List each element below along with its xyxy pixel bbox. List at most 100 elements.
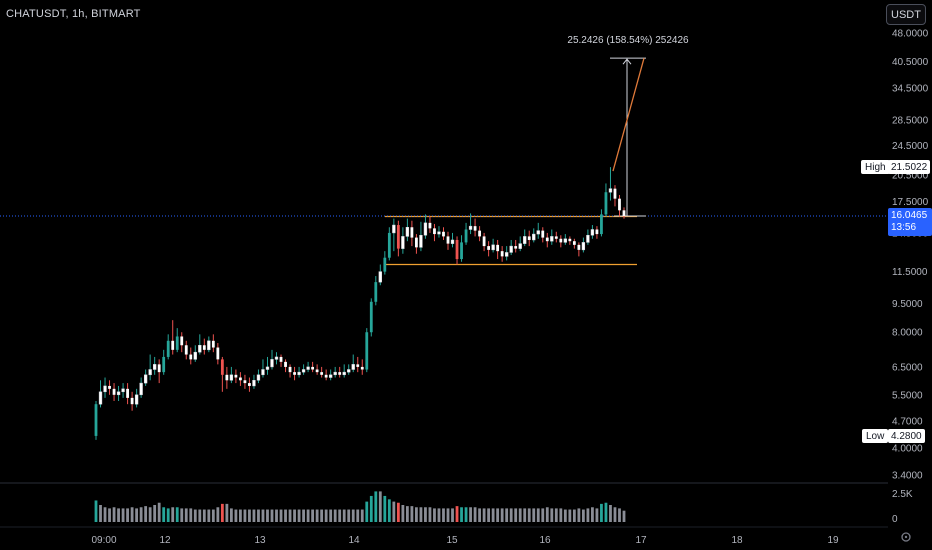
volume-bar bbox=[229, 508, 233, 522]
price-tick-label: 17.5000 bbox=[892, 197, 929, 208]
candle-body bbox=[509, 245, 513, 253]
volume-bar bbox=[527, 508, 531, 522]
candle-body bbox=[369, 301, 373, 333]
volume-bar bbox=[613, 507, 617, 522]
high-label: High bbox=[861, 160, 890, 174]
candle-body bbox=[216, 347, 220, 360]
volume-bar bbox=[248, 509, 251, 522]
volume-bar bbox=[234, 509, 238, 522]
price-tick-label: 20.5000 bbox=[892, 171, 929, 182]
candle-body bbox=[225, 374, 229, 381]
candle-body bbox=[374, 282, 378, 302]
high-value: 21.5022 bbox=[888, 160, 931, 174]
measure-label: 25.2426 (158.54%) 252426 bbox=[567, 35, 689, 46]
candle-body bbox=[315, 369, 319, 373]
volume-bar bbox=[153, 505, 157, 522]
volume-bar bbox=[559, 508, 563, 522]
candle-body bbox=[514, 246, 518, 249]
candle-body bbox=[433, 228, 436, 235]
price-tick-label: 11.5000 bbox=[892, 267, 928, 278]
volume-bar bbox=[175, 507, 179, 522]
symbol-title: CHATUSDT, 1h, BITMART bbox=[6, 8, 141, 20]
candle-body bbox=[478, 230, 481, 237]
volume-bar bbox=[568, 509, 572, 522]
volume-bar bbox=[410, 506, 414, 522]
candle-body bbox=[311, 366, 315, 370]
candle-body bbox=[365, 332, 369, 370]
volume-bar bbox=[383, 495, 387, 522]
volume-bar bbox=[216, 507, 220, 522]
candle-body bbox=[243, 380, 247, 384]
price-tick-label: 3.4000 bbox=[892, 471, 923, 482]
candle-body bbox=[442, 231, 445, 237]
volume-bar bbox=[306, 509, 310, 522]
measure-tool[interactable] bbox=[610, 57, 646, 216]
volume-bar bbox=[378, 491, 382, 522]
candle-body bbox=[143, 374, 148, 384]
settings-icon[interactable] bbox=[886, 526, 926, 546]
candles bbox=[94, 167, 626, 440]
candle-body bbox=[108, 385, 111, 389]
volume-bar bbox=[347, 509, 351, 522]
volume-bar bbox=[518, 508, 522, 522]
price-tick-label: 5.5000 bbox=[892, 390, 923, 401]
volume-bar bbox=[550, 508, 554, 522]
volume-bar bbox=[500, 508, 504, 522]
last-price-value: 16.0465 bbox=[891, 210, 928, 221]
price-axis[interactable]: 48.0000 40.5000 34.5000 28.5000 24.5000 20.50… bbox=[892, 29, 929, 482]
volume-bar bbox=[166, 508, 170, 522]
candle-body bbox=[211, 340, 215, 348]
volume-bar bbox=[581, 509, 585, 522]
volume-bar bbox=[351, 509, 355, 522]
candle-body bbox=[595, 229, 599, 235]
volume-bar bbox=[586, 508, 590, 522]
volume-bar bbox=[252, 509, 256, 522]
candle-body bbox=[112, 388, 116, 395]
candle-body bbox=[446, 236, 450, 244]
candle-body bbox=[342, 371, 346, 376]
candle-body bbox=[356, 364, 360, 367]
candle-body bbox=[148, 369, 152, 376]
candle-body bbox=[130, 397, 134, 405]
price-tick-label: 24.5000 bbox=[892, 141, 929, 152]
candle-body bbox=[162, 356, 166, 373]
measure-arrowhead bbox=[622, 58, 632, 65]
volume-bar bbox=[514, 508, 518, 522]
volume-bar bbox=[369, 495, 373, 522]
currency-button[interactable]: USDT bbox=[886, 4, 926, 25]
volume-bar bbox=[288, 509, 292, 522]
time-tick-label: 14 bbox=[348, 535, 360, 546]
volume-bar bbox=[473, 507, 477, 522]
volume-bar bbox=[148, 507, 152, 522]
candle-body bbox=[301, 369, 306, 373]
time-axis[interactable]: 09:00 12 13 14 15 16 17 18 19 bbox=[91, 535, 839, 546]
candle-body bbox=[568, 238, 572, 242]
candle-body bbox=[198, 345, 202, 353]
candle-body bbox=[98, 391, 103, 405]
candle-body bbox=[518, 243, 522, 249]
price-tick-label: 34.5000 bbox=[892, 84, 929, 95]
candle-body bbox=[103, 385, 107, 393]
candle-body bbox=[134, 394, 139, 405]
volume-bar bbox=[460, 507, 463, 522]
candle-body bbox=[468, 225, 473, 230]
volume-bar bbox=[356, 509, 360, 522]
volume-bar bbox=[108, 508, 111, 522]
candle-body bbox=[239, 377, 242, 381]
candle-body bbox=[126, 388, 129, 398]
volume-bar bbox=[342, 509, 346, 522]
candle-body bbox=[157, 364, 161, 373]
volume-bar bbox=[419, 507, 423, 522]
volume-bar bbox=[144, 506, 148, 522]
volume-axis: 2.5K 0 bbox=[892, 489, 913, 525]
candle-body bbox=[450, 239, 455, 244]
candle-body bbox=[527, 236, 531, 240]
time-tick-label: 12 bbox=[159, 535, 171, 546]
time-tick-label: 17 bbox=[635, 535, 647, 546]
candle-body bbox=[428, 222, 432, 229]
volume-bar bbox=[577, 508, 581, 522]
candle-body bbox=[590, 229, 595, 236]
candle-body bbox=[274, 356, 279, 360]
candle-body bbox=[139, 382, 143, 396]
